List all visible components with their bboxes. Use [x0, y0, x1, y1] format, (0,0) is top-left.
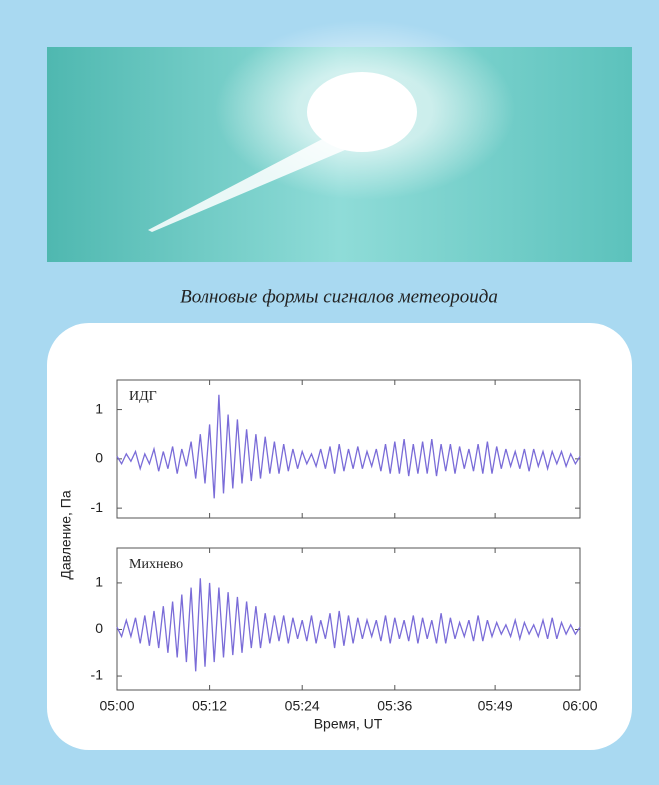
- x-tick-label: 05:00: [99, 698, 134, 714]
- x-tick-label: 05:24: [285, 698, 320, 714]
- waveform: [116, 578, 581, 672]
- x-tick-label: 05:36: [377, 698, 412, 714]
- meteor-photo: [47, 20, 632, 262]
- x-tick-label: 05:12: [192, 698, 227, 714]
- plot-frame: [116, 547, 581, 691]
- y-tick-label: 1: [95, 400, 103, 416]
- caption: Волновые формы сигналов метеороида: [180, 286, 498, 307]
- chart-panel: [47, 323, 632, 750]
- plot-frame: [116, 379, 581, 519]
- x-axis-label: Время, UT: [314, 716, 383, 732]
- x-tick-label: 05:49: [478, 698, 513, 714]
- series-annotation: Михнево: [129, 557, 183, 572]
- y-tick-label: 0: [95, 450, 103, 466]
- y-tick-label: 0: [95, 620, 103, 636]
- y-tick-label: -1: [91, 499, 104, 515]
- waveform: [116, 394, 581, 499]
- series-annotation: ИДГ: [129, 389, 157, 404]
- y-tick-label: -1: [91, 667, 104, 683]
- y-axis-label: Давление, Па: [58, 490, 74, 580]
- x-tick-label: 06:00: [562, 698, 597, 714]
- y-tick-label: 1: [95, 574, 103, 590]
